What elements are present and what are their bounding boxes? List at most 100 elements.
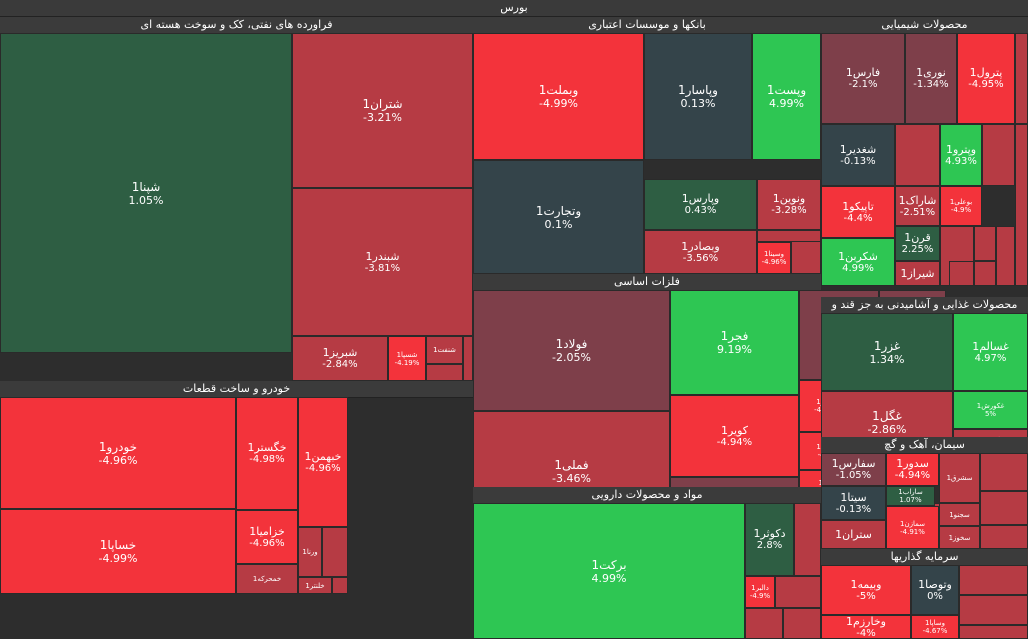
stock-tile[interactable]: ونوین1 -3.28% (757, 179, 821, 230)
stock-tile[interactable]: وپاسار1 0.13% (644, 33, 752, 160)
stock-change: 9.19% (717, 343, 752, 356)
stock-tile[interactable]: شیراز1 (895, 261, 940, 286)
stock-change: -5% (856, 590, 876, 602)
stock-symbol: ونوین1 (772, 192, 806, 205)
stock-tile[interactable]: شبریز1 -2.84% (292, 336, 388, 381)
stock-tile[interactable] (463, 336, 473, 381)
stock-tile[interactable]: تاپیکو1 -4.4% (821, 186, 895, 238)
stock-tile[interactable]: فجر1 9.19% (670, 290, 799, 395)
stock-tile[interactable]: شاراک1 -2.51% (895, 186, 940, 226)
sector-box: مواد و محصولات دارویی برکت1 4.99% دکوثر1 2.8… (473, 487, 821, 639)
stock-tile[interactable]: شغدیر1 -0.13% (821, 124, 895, 186)
stock-tile[interactable]: خمحرکه1 (236, 564, 298, 594)
stock-tile[interactable]: وبملت1 -4.99% (473, 33, 644, 160)
stock-tile[interactable]: وساپا1 -4.67% (911, 615, 959, 639)
stock-change: -4.98% (249, 454, 285, 465)
stock-tile[interactable]: شکربن1 4.99% (821, 238, 895, 286)
stock-tile[interactable]: خساپا1 -4.99% (0, 509, 236, 594)
stock-tile[interactable] (745, 608, 783, 639)
stock-tile[interactable] (783, 608, 821, 639)
stock-tile[interactable]: غسالم1 4.97% (953, 313, 1028, 391)
stock-tile[interactable]: ستران1 (821, 520, 886, 549)
stock-tile[interactable]: شبندر1 -3.81% (292, 188, 473, 336)
stock-tile[interactable]: سفارس1 -1.05% (821, 453, 886, 486)
stock-tile[interactable]: وپست1 4.99% (752, 33, 821, 160)
stock-symbol: ساراب1 (898, 488, 923, 496)
stock-tile[interactable]: خگستر1 -4.98% (236, 397, 298, 510)
sector-box: محصولات غذایی و آشامیدنی به جز قند و غزر1… (821, 297, 1028, 453)
stock-change: -3.21% (363, 111, 402, 124)
stock-tile[interactable]: غزر1 1.34% (821, 313, 953, 391)
stock-symbol: فولاد1 (555, 337, 588, 351)
stock-tile[interactable]: سخوز1 (939, 526, 980, 549)
stock-symbol: شسپا1 (396, 350, 418, 359)
stock-tile[interactable]: وپترو1 4.93% (940, 124, 982, 186)
stock-tile[interactable] (322, 527, 348, 577)
stock-tile[interactable]: قرن1 2.25% (895, 226, 940, 261)
stock-symbol: سدور1 (896, 457, 929, 470)
stock-tile[interactable]: سدور1 -4.94% (886, 453, 939, 486)
stock-tile[interactable]: وبصادر1 -3.56% (644, 230, 757, 274)
stock-tile[interactable]: سیتا1 -0.13% (821, 486, 886, 520)
stock-tile[interactable]: شنفت1 (426, 336, 463, 364)
stock-tile[interactable]: وبیمه1 -5% (821, 565, 911, 615)
stock-tile[interactable] (794, 503, 821, 576)
stock-tile[interactable]: شتران1 -3.21% (292, 33, 473, 188)
stock-tile[interactable]: وسینا1 -4.96% (757, 242, 791, 274)
stock-tile[interactable]: نوری1 -1.34% (905, 33, 957, 124)
stock-symbol: وبملت1 (538, 83, 579, 97)
stock-tile[interactable]: شپنا1 1.05% (0, 33, 292, 353)
stock-symbol: شکربن1 (838, 249, 878, 263)
stock-tile[interactable] (959, 595, 1028, 625)
stock-tile[interactable] (775, 576, 821, 608)
stock-tile[interactable]: غکورش1 5% (953, 391, 1028, 429)
stock-tile[interactable]: شسپا1 -4.19% (388, 336, 426, 381)
stock-tile[interactable]: فارس1 -2.1% (821, 33, 905, 124)
stock-tile[interactable] (959, 625, 1028, 639)
stock-tile[interactable] (895, 124, 940, 186)
stock-tile[interactable] (982, 124, 1015, 186)
stock-symbol: غسالم1 (972, 339, 1009, 353)
stock-tile[interactable]: بوعلی1 -4.9% (940, 186, 982, 226)
stock-tile[interactable]: ورنا1 (298, 527, 322, 577)
stock-change: -4.94% (894, 470, 931, 481)
stock-tile[interactable]: سجنو1 (939, 503, 980, 526)
stock-symbol: پترول1 (969, 66, 1003, 79)
stock-tile[interactable] (949, 261, 974, 286)
stock-tile[interactable] (426, 364, 463, 381)
stock-tile[interactable] (980, 453, 1028, 491)
stock-tile[interactable]: پترول1 -4.95% (957, 33, 1015, 124)
stock-symbol: خودرو1 (98, 439, 138, 454)
stock-tile[interactable] (980, 491, 1028, 525)
stock-tile[interactable]: وپارس1 0.43% (644, 179, 757, 230)
stock-tile[interactable] (974, 226, 996, 261)
stock-tile[interactable]: فولاد1 -2.05% (473, 290, 670, 411)
stock-tile[interactable]: دکوثر1 2.8% (745, 503, 794, 576)
stock-tile[interactable]: ساراب1 1.07% (886, 486, 935, 506)
stock-tile[interactable]: خبهمن1 -4.96% (298, 397, 348, 527)
stock-change: -4.95% (968, 79, 1004, 90)
stock-change: -4.9% (749, 592, 771, 600)
stock-tile[interactable]: سمازن1 -4.91% (886, 506, 939, 549)
stock-tile[interactable]: سشرق1 (939, 453, 980, 503)
stock-tile[interactable]: خلنتر1 (298, 577, 332, 594)
stock-tile[interactable]: دالبر1 -4.9% (745, 576, 775, 608)
stock-tile[interactable] (980, 525, 1028, 549)
stock-tile[interactable]: برکت1 4.99% (473, 503, 745, 639)
stock-tile[interactable] (959, 565, 1028, 595)
stock-tile[interactable]: کویر1 -4.94% (670, 395, 799, 477)
stock-tile[interactable] (974, 261, 996, 286)
stock-tile[interactable]: خودرو1 -4.96% (0, 397, 236, 509)
sector-box: فراورده های نفتی، کک و سوخت هسته ای شپنا1… (0, 17, 473, 381)
stock-change: 2.8% (756, 540, 783, 551)
stock-tile[interactable]: وخارزم1 -4% (821, 615, 911, 639)
stock-tile[interactable]: وتوصا1 0% (911, 565, 959, 615)
stock-tile[interactable] (1015, 124, 1028, 286)
stock-tile[interactable] (332, 577, 348, 594)
stock-tile[interactable]: وتجارت1 0.1% (473, 160, 644, 274)
stock-tile[interactable] (1015, 33, 1028, 124)
stock-tile[interactable] (757, 230, 821, 242)
stock-tile[interactable] (996, 226, 1015, 286)
stock-change: -4.99% (539, 97, 578, 110)
stock-tile[interactable]: خزامیا1 -4.96% (236, 510, 298, 564)
